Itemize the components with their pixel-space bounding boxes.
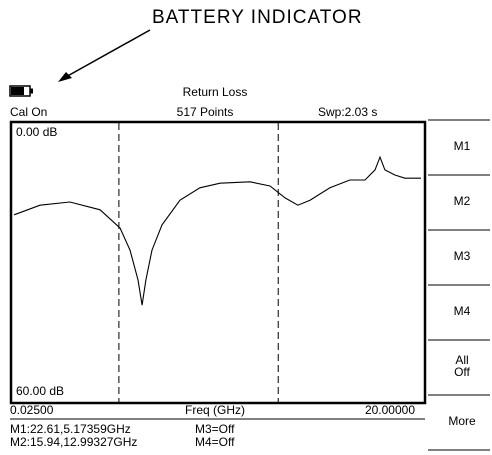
battery-icon [9,85,33,97]
softkey-label[interactable]: More [448,414,476,428]
marker-status: M4=Off [195,435,235,449]
start-freq: 0.02500 [10,403,54,417]
softkey-label[interactable]: M1 [454,139,471,153]
x-label: Freq (GHz) [185,403,245,417]
top-scale: 0.00 dB [16,125,57,139]
plot-frame [9,120,427,405]
softkey-label[interactable]: All [455,353,468,367]
softkey-label[interactable]: M3 [454,249,471,263]
arrow-head [58,72,72,82]
sweep: Swp:2.03 s [318,105,377,119]
marker-readout: M2:15.94,12.99327GHz [10,435,137,449]
softkey-label[interactable]: Off [454,365,470,379]
title: Return Loss [183,85,248,99]
softkey-label[interactable]: M4 [454,304,471,318]
marker-status: M3=Off [195,422,235,436]
trace [13,155,421,306]
marker-readout: M1:22.61,5.17359GHz [10,422,131,436]
points: 517 Points [177,105,234,119]
cal-status: Cal On [10,105,47,119]
stop-freq: 20.00000 [365,403,415,417]
arrow [63,29,151,79]
softkey-label[interactable]: M2 [454,194,471,208]
annotation: BATTERY INDICATOR [152,7,363,28]
bottom-scale: 60.00 dB [16,384,64,398]
